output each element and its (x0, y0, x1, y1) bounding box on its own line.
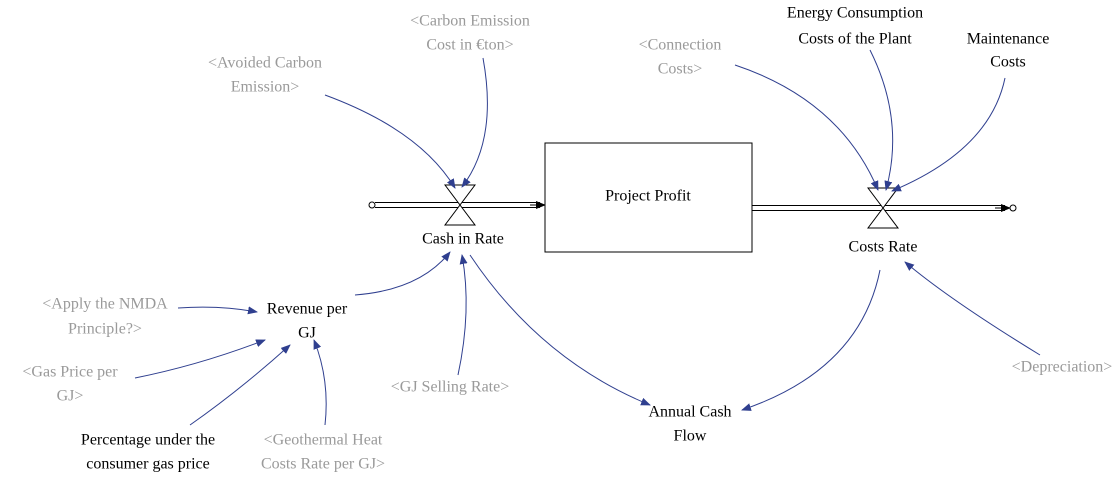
outflow-pipe (752, 187, 1017, 229)
variable-label: GJ (298, 325, 316, 342)
stock-box (544, 142, 753, 253)
variable-label: Flow (674, 428, 707, 445)
variable-label: Revenue per (267, 301, 348, 318)
shadow-label: Emission> (231, 79, 300, 96)
variable-label: Energy Consumption (787, 5, 923, 22)
shadow-label: <Avoided Carbon (208, 55, 322, 72)
shadow-label: <Apply the NMDA (42, 296, 168, 313)
variable-label: Maintenance (967, 31, 1050, 48)
shadow-label: <Geothermal Heat (264, 432, 383, 449)
shadow-label: <Gas Price per (22, 364, 118, 381)
variable-label: Costs of the Plant (798, 31, 912, 48)
variable-label: Percentage under the (81, 432, 215, 449)
flow-label: Cash in Rate (422, 231, 504, 248)
shadow-label: Cost in €ton> (426, 37, 513, 54)
shadow-label: <Connection (639, 37, 722, 54)
shadow-label: GJ> (57, 388, 84, 405)
shadow-label: Costs Rate per GJ> (261, 456, 385, 473)
shadow-label: <GJ Selling Rate> (391, 379, 509, 396)
inflow-pipe (368, 184, 546, 226)
stock-label: Project Profit (605, 188, 691, 205)
shadow-label: <Depreciation> (1012, 359, 1113, 376)
shadow-label: Principle?> (68, 321, 142, 338)
links (134, 49, 1041, 426)
shadow-label: Costs> (658, 61, 703, 78)
variable-label: Annual Cash (648, 404, 731, 421)
variable-label: Costs (990, 54, 1026, 71)
shadow-label: <Carbon Emission (410, 13, 530, 30)
flow-label: Costs Rate (849, 239, 918, 256)
variable-label: consumer gas price (86, 456, 210, 473)
